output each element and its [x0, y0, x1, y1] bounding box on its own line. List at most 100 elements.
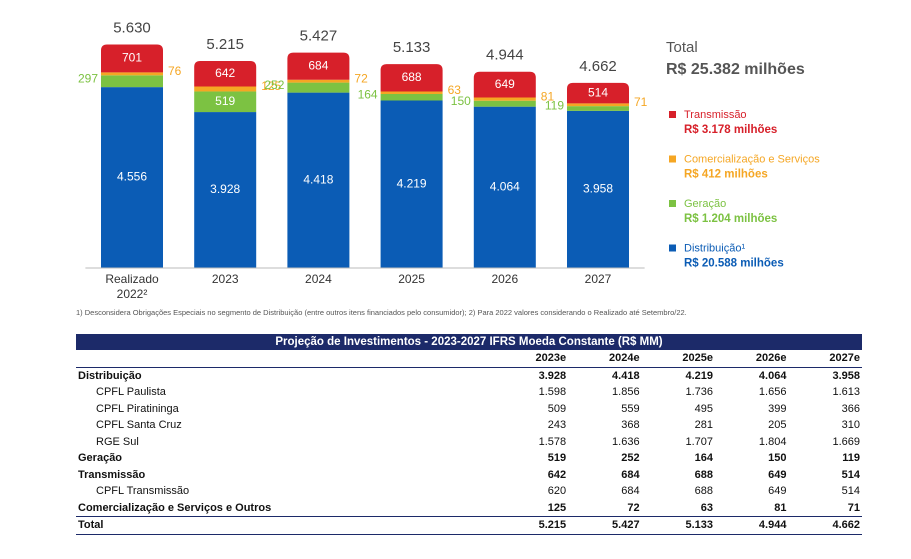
- table-cell: 72: [627, 501, 640, 514]
- table-row: CPFL Paulista 1.598 1.856 1.736 1.656 1.613: [76, 384, 862, 401]
- table-row: Comercialização e Serviços e Outros 125 72…: [76, 500, 862, 517]
- table-row: Total 5.215 5.427 5.133 4.944 4.662: [76, 516, 862, 535]
- legend-label: Comercialização e Serviços: [684, 153, 820, 165]
- table-cell: 2024e: [568, 350, 642, 368]
- chart: Total R$ 25.382 milhões 1) Desconsidera …: [76, 19, 820, 317]
- table-cell: 5.215: [494, 516, 569, 535]
- table-cell: 649: [768, 468, 787, 481]
- table-cell: CPFL Transmissão: [96, 485, 190, 497]
- table-cell: 125: [547, 501, 567, 514]
- bar-segment: [567, 110, 629, 268]
- table-cell: 5.427: [568, 516, 642, 535]
- segment-label: 3.928: [210, 182, 240, 196]
- x-tick-label: Realizado 2022²: [105, 272, 159, 301]
- bar-segment: [287, 82, 350, 93]
- segment-label: 684: [308, 58, 328, 72]
- bar-segment: [101, 44, 163, 73]
- segment-label: 119: [545, 99, 564, 113]
- bar-segment: [101, 75, 163, 88]
- bar-segment: [380, 91, 443, 94]
- bar-segment: [473, 71, 536, 98]
- legend-swatch: [669, 200, 676, 207]
- table-cell: 1.656: [758, 386, 787, 398]
- segment-label: 701: [122, 51, 142, 65]
- legend-swatch: [669, 155, 676, 163]
- table-cell: 164: [694, 452, 714, 464]
- legend-total: R$ 412 milhões: [684, 169, 768, 181]
- bar-segment: [101, 72, 163, 76]
- bar-segment: [287, 92, 350, 268]
- table-cell: 684: [621, 485, 640, 497]
- bar-segment: [101, 87, 163, 268]
- total-label: 5.630: [113, 19, 151, 36]
- table-cell: 205: [768, 419, 787, 431]
- segment-label: 688: [402, 70, 422, 84]
- table-cell: 495: [694, 402, 714, 415]
- table-cell: CPFL Paulista: [96, 386, 166, 398]
- bar-segment: [380, 93, 443, 101]
- segment-label: 63: [448, 83, 462, 97]
- legend-total: R$ 3.178 milhões: [684, 124, 777, 136]
- table-cell: Projeção de Investimentos - 2023-2027 IF…: [76, 334, 862, 350]
- table-cell: Comercialização e Serviços e Outros: [78, 501, 272, 514]
- legend-total: R$ 20.588 milhões: [684, 258, 784, 270]
- bar-segment: [473, 97, 536, 101]
- table-cell: 368: [621, 419, 640, 431]
- segment-label: 514: [588, 85, 608, 99]
- table-cell: 1.736: [685, 386, 714, 398]
- table-row: RGE Sul 1.578 1.636 1.707 1.804 1.669: [76, 434, 862, 451]
- segment-label: 3.958: [583, 182, 613, 196]
- segment-label: 71: [634, 95, 648, 109]
- table-row: CPFL Piratininga 509 559 495 399 366: [76, 401, 862, 418]
- segment-label: 72: [354, 71, 368, 85]
- segment-label: 164: [358, 87, 378, 101]
- bar-segment: [194, 61, 257, 87]
- segment-label: 76: [168, 64, 182, 78]
- legend-swatch: [669, 111, 676, 118]
- table-cell: 509: [547, 402, 567, 415]
- table-cell: CPFL Piratininga: [96, 402, 179, 415]
- table-cell: Distribuição: [78, 369, 142, 382]
- table-cell: 5.133: [641, 516, 716, 535]
- legend-swatch: [669, 244, 676, 252]
- legend-label: Transmissão: [684, 109, 747, 121]
- total-title: Total: [666, 39, 698, 56]
- legend-label: Geração: [684, 198, 726, 210]
- table-cell: 1.598: [538, 386, 567, 398]
- bar-segment: [380, 100, 443, 268]
- table-cell: 649: [768, 485, 787, 497]
- table-cell: 4.064: [758, 369, 787, 382]
- segment-label: 4.418: [303, 172, 333, 186]
- bar-segment: [287, 52, 350, 80]
- footnote: 1) Desconsidera Obrigações Especiais no …: [76, 308, 687, 317]
- table-cell: 519: [547, 452, 567, 464]
- table-cell: 1.669: [832, 435, 860, 448]
- legend-label: Distribuição¹: [684, 242, 745, 254]
- segment-label: 642: [215, 66, 235, 80]
- total-value: R$ 25.382 milhões: [666, 61, 805, 78]
- table-cell: 366: [841, 402, 860, 415]
- segment-label: 4.556: [117, 170, 147, 184]
- table-cell: 2026e: [715, 350, 789, 368]
- table-cell: 71: [847, 501, 860, 514]
- table-cell: Total: [76, 516, 495, 535]
- bar-segment: [567, 82, 629, 104]
- bar-segment: [380, 64, 443, 92]
- table-cell: 1.707: [685, 435, 714, 448]
- segment-label: 150: [451, 94, 471, 108]
- bar-segment: [287, 79, 350, 83]
- table-cell: 1.856: [612, 386, 640, 398]
- table-cell: 2023e: [494, 350, 569, 368]
- table-cell: 1.578: [538, 435, 567, 448]
- table-cell: 4.418: [612, 369, 640, 382]
- x-tick-label: 2024: [305, 272, 332, 286]
- segment-label: 125: [261, 79, 281, 93]
- table-cell: 642: [547, 468, 567, 481]
- table-cell: CPFL Santa Cruz: [96, 419, 182, 431]
- table-cell: 514: [841, 468, 860, 481]
- x-tick-label: 2025: [398, 272, 425, 286]
- table-cell: 3.928: [538, 369, 567, 382]
- table-cell: 252: [621, 452, 640, 464]
- table-cell: 150: [768, 452, 787, 464]
- table-cell: 399: [768, 402, 787, 415]
